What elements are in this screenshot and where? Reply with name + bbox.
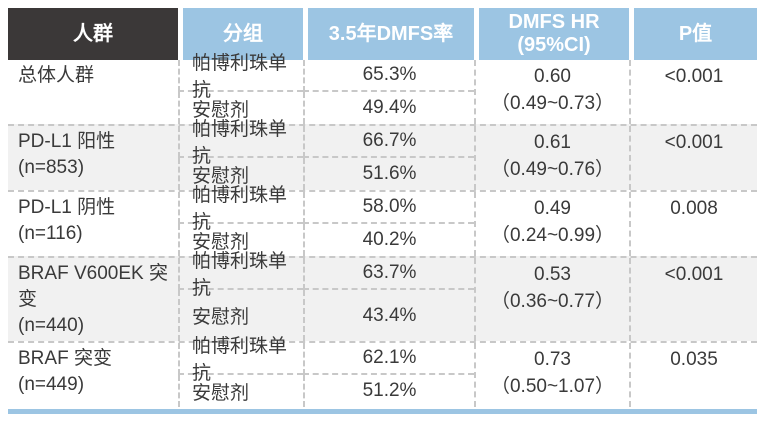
population-cell: BRAF 突变 (n=449) [8, 343, 178, 407]
population-cell: 总体人群 [8, 60, 178, 124]
rate-value: 43.4% [303, 290, 474, 341]
population-cell: PD-L1 阳性 (n=853) [8, 126, 178, 190]
header-dmfs-hr-line1: DMFS HR [508, 11, 600, 33]
hr-cell: 0.73 （0.50~1.07） [474, 343, 629, 407]
population-name: PD-L1 阳性 [18, 131, 116, 152]
arm-label: 帕博利珠单抗 [178, 53, 303, 101]
table-row-group-pdl1-negative: PD-L1 阴性 (n=116) 帕博利珠单抗 58.0% 0.49 （0.24… [8, 185, 757, 256]
header-p-value: P值 [629, 8, 757, 60]
header-group: 分组 [178, 8, 303, 60]
population-name: PD-L1 阴性 [18, 197, 116, 218]
population-cell: BRAF V600EK 突变 (n=440) [8, 258, 178, 341]
table-row-group-overall: 总体人群 帕博利珠单抗 65.3% 0.60 （0.49~0.73） <0.00… [8, 53, 757, 124]
population-n: (n=116) [18, 223, 83, 244]
arm-label: 安慰剂 [178, 375, 303, 407]
header-dmfs-hr-line2: (95%CI) [517, 34, 591, 56]
arm-label: 帕博利珠单抗 [178, 185, 303, 233]
ci-value: （0.24~0.99） [490, 225, 615, 246]
table-header-row: 人群 分组 3.5年DMFS率 DMFS HR (95%CI) P值 [8, 8, 757, 60]
table-row-group-braf-v600ek: BRAF V600EK 突变 (n=440) 帕博利珠单抗 63.7% 0.53… [8, 251, 757, 341]
header-population: 人群 [8, 8, 178, 60]
rate-value: 51.6% [303, 158, 474, 190]
p-value: 0.035 [629, 343, 757, 407]
rate-value: 51.2% [303, 375, 474, 407]
rate-value: 63.7% [303, 258, 474, 290]
hr-cell: 0.60 （0.49~0.73） [474, 60, 629, 124]
ci-value: （0.36~0.77） [490, 291, 615, 312]
rate-value: 66.7% [303, 126, 474, 158]
bottom-accent-bar [8, 409, 757, 414]
hr-value: 0.61 [534, 132, 571, 153]
ci-value: （0.50~1.07） [490, 376, 615, 397]
ci-value: （0.49~0.73） [490, 93, 615, 114]
header-dmfs-rate: 3.5年DMFS率 [303, 8, 474, 60]
rate-value: 49.4% [303, 92, 474, 124]
population-name: BRAF V600EK 突变 [18, 263, 168, 310]
arm-label: 安慰剂 [178, 224, 303, 256]
arm-label: 安慰剂 [178, 92, 303, 124]
arm-label: 帕博利珠单抗 [178, 251, 303, 299]
arm-label: 安慰剂 [178, 158, 303, 190]
arm-label: 帕博利珠单抗 [178, 119, 303, 167]
population-n: (n=449) [18, 374, 85, 395]
hr-value: 0.53 [534, 264, 571, 285]
hr-value: 0.49 [534, 198, 571, 219]
population-n: (n=853) [18, 157, 85, 178]
hr-cell: 0.61 （0.49~0.76） [474, 126, 629, 190]
population-name: 总体人群 [18, 65, 95, 86]
ci-value: （0.49~0.76） [490, 159, 615, 180]
population-cell: PD-L1 阴性 (n=116) [8, 192, 178, 256]
hr-value: 0.73 [534, 349, 571, 370]
table-row-group-pdl1-positive: PD-L1 阳性 (n=853) 帕博利珠单抗 66.7% 0.61 （0.49… [8, 119, 757, 190]
rate-value: 40.2% [303, 224, 474, 256]
rate-value: 62.1% [303, 343, 474, 375]
hr-cell: 0.53 （0.36~0.77） [474, 258, 629, 341]
arm-label: 帕博利珠单抗 [178, 336, 303, 384]
p-value: <0.001 [629, 60, 757, 124]
header-dmfs-hr: DMFS HR (95%CI) [474, 8, 629, 60]
rate-value: 65.3% [303, 60, 474, 92]
population-n: (n=440) [18, 315, 85, 336]
hr-value: 0.60 [534, 66, 571, 87]
p-value: 0.008 [629, 192, 757, 256]
hr-cell: 0.49 （0.24~0.99） [474, 192, 629, 256]
arm-label: 安慰剂 [178, 290, 303, 341]
table-row-group-braf: BRAF 突变 (n=449) 帕博利珠单抗 62.1% 0.73 （0.50~… [8, 336, 757, 407]
rate-value: 58.0% [303, 192, 474, 224]
p-value: <0.001 [629, 258, 757, 341]
p-value: <0.001 [629, 126, 757, 190]
population-name: BRAF 突变 [18, 348, 112, 369]
